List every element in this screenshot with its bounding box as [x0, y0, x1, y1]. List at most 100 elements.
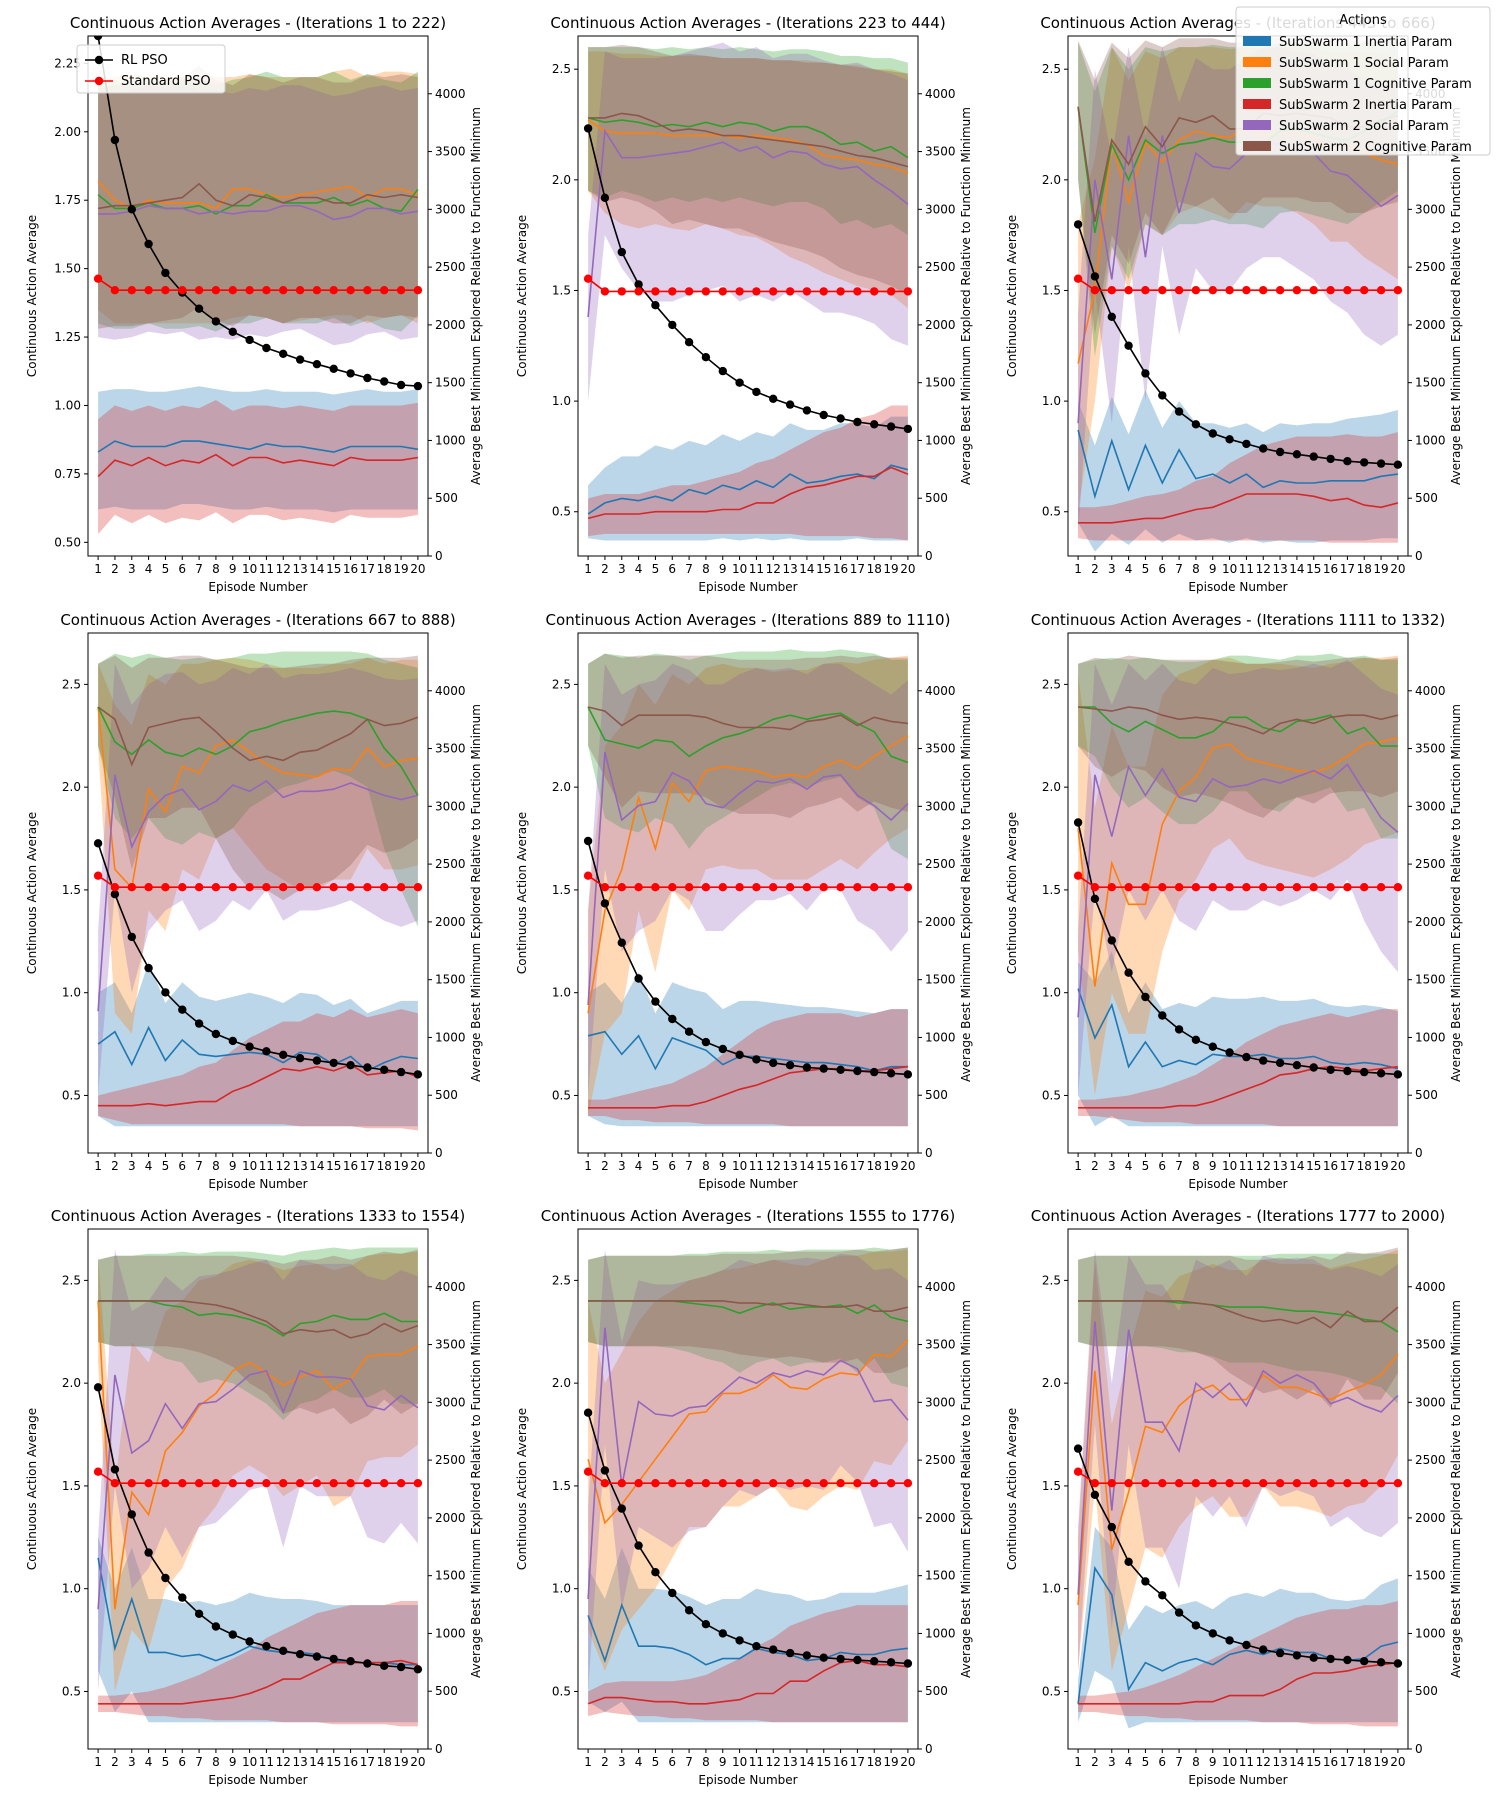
- y2-axis-label: Average Best Minimum Explored Relative t…: [1449, 704, 1463, 1082]
- x-tick-label: 5: [652, 1755, 660, 1769]
- marker-rl-pso: [1124, 341, 1133, 350]
- band-subswarm-2-social-param: [98, 85, 418, 346]
- x-tick-label: 20: [1390, 562, 1405, 576]
- y2-axis-label: Average Best Minimum Explored Relative t…: [1449, 107, 1463, 485]
- marker-rl-pso: [1360, 1067, 1369, 1077]
- marker-rl-pso: [262, 343, 271, 353]
- y-tick-label: 0.5: [1042, 1684, 1061, 1698]
- marker-rl-pso: [1376, 1069, 1386, 1078]
- marker-standard-pso: [583, 871, 593, 880]
- marker-rl-pso: [228, 1036, 237, 1046]
- marker-rl-pso: [1107, 1522, 1117, 1532]
- legend-swatch: [1243, 120, 1271, 130]
- marker-rl-pso: [684, 1606, 694, 1615]
- line-subswarm-1-inertia-param: [97, 440, 419, 453]
- marker-standard-pso: [144, 883, 153, 892]
- marker-rl-pso: [346, 369, 355, 378]
- y2-tick-label: 3500: [1415, 1338, 1446, 1352]
- band-subswarm-1-inertia-param: [98, 961, 418, 1127]
- marker-rl-pso: [380, 377, 389, 386]
- y-tick-label: 2.0: [62, 1376, 81, 1390]
- x-tick-label: 6: [668, 562, 676, 576]
- x-tick-label: 19: [883, 1755, 898, 1769]
- x-tick-label: 10: [242, 1159, 257, 1173]
- line-subswarm-2-social-param: [1077, 135, 1399, 424]
- x-tick-label: 16: [833, 1755, 848, 1769]
- marker-rl-pso: [819, 1653, 828, 1662]
- x-tick-label: 11: [749, 562, 764, 576]
- marker-standard-pso: [1309, 883, 1318, 892]
- band-subswarm-2-inertia-param: [1078, 1601, 1398, 1727]
- marker-standard-pso: [1393, 286, 1403, 295]
- x-tick-label: 7: [685, 562, 693, 576]
- x-tick-label: 20: [410, 1159, 425, 1173]
- marker-rl-pso: [583, 1408, 593, 1417]
- marker-rl-pso: [903, 424, 913, 434]
- line-subswarm-2-social-param: [1077, 763, 1399, 1018]
- marker-standard-pso: [836, 287, 845, 296]
- marker-rl-pso: [853, 1066, 862, 1076]
- marker-standard-pso: [886, 1479, 896, 1488]
- marker-standard-pso: [93, 871, 103, 880]
- x-tick-label: 6: [178, 562, 186, 576]
- band-subswarm-1-inertia-param: [1078, 1527, 1398, 1729]
- method-legend-box: [76, 44, 226, 94]
- marker-standard-pso: [346, 883, 355, 892]
- x-tick-label: 11: [1239, 1159, 1254, 1173]
- marker-rl-pso: [1191, 420, 1201, 429]
- marker-standard-pso: [1158, 1479, 1167, 1488]
- y2-tick-label: 4000: [925, 1280, 956, 1294]
- marker-rl-pso: [110, 890, 120, 899]
- marker-standard-pso: [634, 287, 643, 296]
- marker-standard-pso: [161, 1479, 170, 1488]
- plot-area: [93, 651, 423, 1131]
- y2-tick-label: 500: [1415, 491, 1438, 505]
- x-tick-label: 10: [732, 1755, 747, 1769]
- marker-standard-pso: [870, 1479, 879, 1488]
- marker-rl-pso: [1393, 1070, 1403, 1079]
- band-subswarm-2-social-param: [98, 1249, 418, 1692]
- x-tick-label: 12: [276, 1755, 291, 1769]
- band-subswarm-2-social-param: [1078, 659, 1398, 1096]
- x-tick-label: 7: [1175, 1159, 1183, 1173]
- y-axis-label: Continuous Action Average: [1005, 1408, 1019, 1570]
- line-subswarm-2-cognitive-param: [97, 706, 419, 767]
- marker-standard-pso: [228, 883, 237, 892]
- x-tick-label: 3: [128, 1755, 136, 1769]
- chart-title: Continuous Action Averages - (Iterations…: [60, 611, 455, 629]
- marker-rl-pso: [1124, 968, 1133, 977]
- line-subswarm-1-inertia-param: [587, 464, 909, 515]
- marker-standard-pso: [1360, 286, 1369, 295]
- y2-tick-label: 3000: [925, 202, 956, 216]
- marker-standard-pso: [752, 883, 761, 892]
- marker-standard-pso: [127, 883, 136, 892]
- marker-standard-pso: [1343, 1479, 1352, 1488]
- x-tick-label: 11: [259, 1159, 274, 1173]
- marker-rl-pso: [1208, 429, 1218, 438]
- marker-rl-pso: [211, 317, 221, 326]
- marker-standard-pso: [1124, 883, 1133, 892]
- marker-rl-pso: [617, 247, 626, 257]
- line-subswarm-2-social-param: [98, 204, 419, 221]
- legend-marker: [94, 55, 104, 65]
- marker-rl-pso: [718, 1629, 727, 1638]
- x-tick-label: 14: [1289, 1755, 1304, 1769]
- x-tick-label: 3: [1108, 1159, 1116, 1173]
- marker-standard-pso: [127, 1479, 136, 1488]
- line-subswarm-1-cognitive-param: [1078, 706, 1398, 747]
- x-tick-label: 3: [1108, 1755, 1116, 1769]
- x-tick-label: 19: [1373, 1159, 1388, 1173]
- marker-rl-pso: [1259, 444, 1268, 453]
- marker-standard-pso: [413, 286, 423, 295]
- marker-standard-pso: [396, 883, 406, 892]
- marker-standard-pso: [312, 286, 322, 295]
- x-tick-label: 13: [292, 1159, 307, 1173]
- marker-rl-pso: [752, 387, 761, 397]
- x-tick-label: 1: [584, 1755, 592, 1769]
- chart-title: Continuous Action Averages - (Iterations…: [1031, 1207, 1445, 1225]
- marker-rl-pso: [785, 400, 795, 409]
- marker-standard-pso: [363, 1479, 372, 1488]
- marker-standard-pso: [194, 883, 204, 892]
- band-subswarm-1-cognitive-param: [588, 47, 908, 236]
- y-tick-label: 1.0: [1042, 394, 1061, 408]
